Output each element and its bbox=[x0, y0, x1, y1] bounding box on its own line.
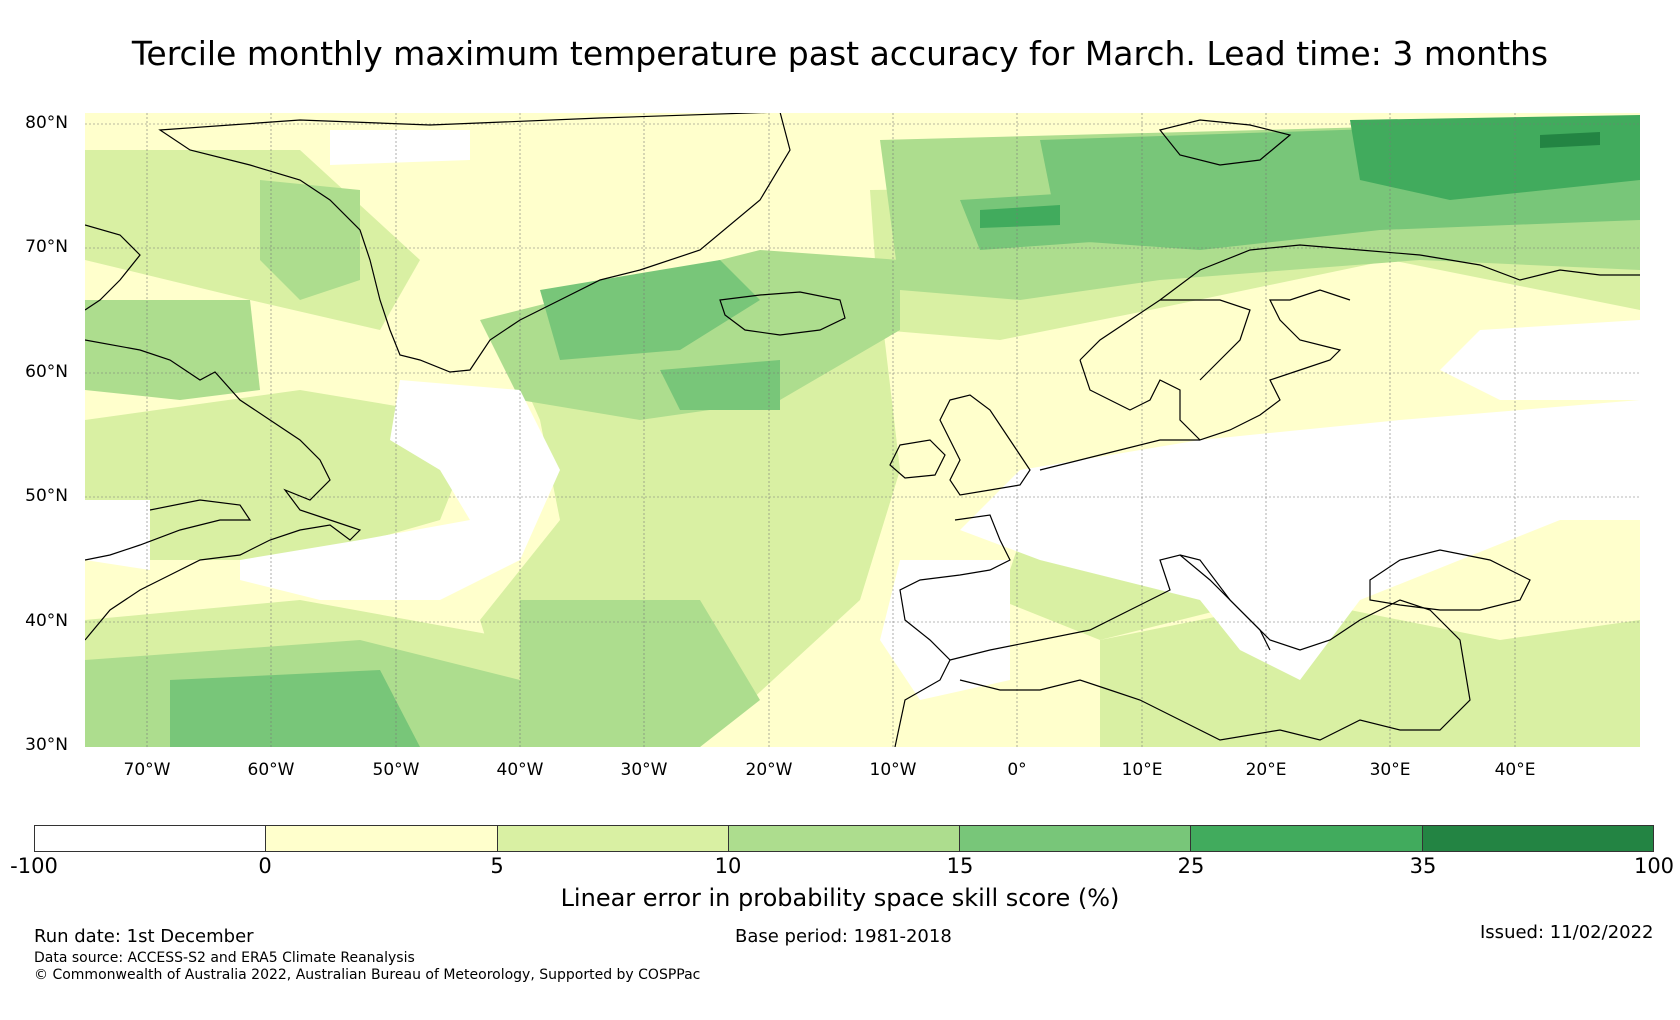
coastlines bbox=[85, 113, 1640, 747]
colorbar-segment bbox=[1191, 826, 1423, 851]
lon-label-10w: 10°W bbox=[869, 760, 917, 780]
lat-label-80n: 80°N bbox=[25, 113, 68, 133]
lon-label-20e: 20°E bbox=[1245, 760, 1287, 780]
colorbar-segment bbox=[266, 826, 498, 851]
lon-label-70w: 70°W bbox=[123, 760, 171, 780]
colorbar-segment bbox=[1422, 826, 1653, 851]
lon-label-0: 0° bbox=[1007, 760, 1027, 780]
colorbar-tick: -100 bbox=[10, 854, 58, 878]
lon-label-60w: 60°W bbox=[247, 760, 295, 780]
skill-field bbox=[85, 115, 1640, 747]
copyright: © Commonwealth of Australia 2022, Austra… bbox=[34, 967, 701, 983]
colorbar-tick: 100 bbox=[1633, 854, 1675, 878]
skill-score-map bbox=[85, 113, 1640, 747]
graticule bbox=[85, 113, 1640, 747]
colorbar-segment bbox=[728, 826, 961, 851]
lat-label-50n: 50°N bbox=[25, 486, 68, 506]
lon-label-20w: 20°W bbox=[745, 760, 793, 780]
lon-label-30e: 30°E bbox=[1369, 760, 1411, 780]
colorbar-segment bbox=[497, 826, 729, 851]
lat-label-60n: 60°N bbox=[25, 362, 68, 382]
lon-label-40e: 40°E bbox=[1494, 760, 1536, 780]
colorbar bbox=[34, 825, 1654, 852]
colorbar-tick: 0 bbox=[258, 854, 272, 878]
issued-date: Issued: 11/02/2022 bbox=[1480, 922, 1654, 943]
lat-label-70n: 70°N bbox=[25, 237, 68, 257]
lon-label-10e: 10°E bbox=[1121, 760, 1163, 780]
run-date: Run date: 1st December bbox=[34, 926, 254, 947]
colorbar-tick: 15 bbox=[946, 854, 974, 878]
lat-label-40n: 40°N bbox=[25, 611, 68, 631]
lon-label-50w: 50°W bbox=[372, 760, 420, 780]
data-source: Data source: ACCESS-S2 and ERA5 Climate … bbox=[34, 950, 415, 966]
lon-label-30w: 30°W bbox=[620, 760, 668, 780]
lat-label-30n: 30°N bbox=[25, 735, 68, 755]
colorbar-tick: 25 bbox=[1177, 854, 1205, 878]
colorbar-segment bbox=[35, 826, 267, 851]
colorbar-label: Linear error in probability space skill … bbox=[560, 884, 1120, 912]
colorbar-tick: 5 bbox=[490, 854, 504, 878]
chart-title: Tercile monthly maximum temperature past… bbox=[131, 34, 1549, 73]
base-period: Base period: 1981-2018 bbox=[735, 926, 952, 947]
colorbar-tick: 10 bbox=[714, 854, 742, 878]
lon-label-40w: 40°W bbox=[496, 760, 544, 780]
colorbar-segment bbox=[960, 826, 1192, 851]
colorbar-tick: 35 bbox=[1409, 854, 1437, 878]
